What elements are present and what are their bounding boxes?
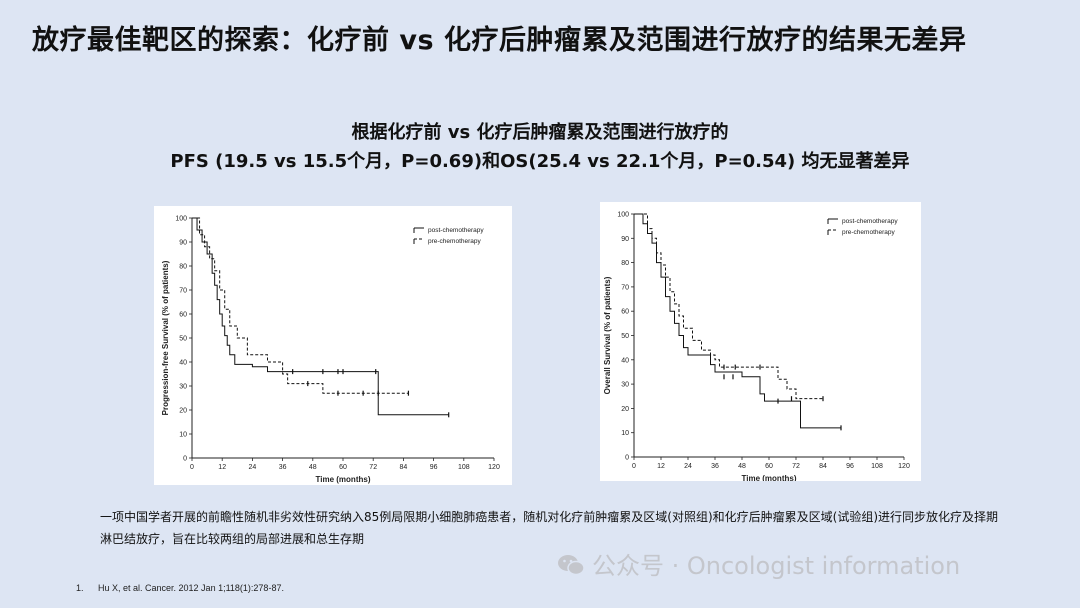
- x-tick-label: 0: [190, 464, 194, 471]
- y-tick-label: 10: [621, 430, 629, 437]
- x-tick-label: 84: [819, 463, 827, 470]
- x-tick-label: 72: [369, 464, 377, 471]
- y-tick-label: 60: [621, 309, 629, 316]
- x-tick-label: 36: [279, 464, 287, 471]
- x-tick-label: 24: [249, 464, 257, 471]
- x-tick-label: 48: [309, 464, 317, 471]
- x-tick-label: 96: [430, 464, 438, 471]
- x-tick-label: 60: [339, 464, 347, 471]
- legend-label: pre-chemotherapy: [428, 238, 481, 245]
- os-chart-panel: 0 12 24 36 48 60 72 84 96 108 120 0 10 20 30 40 50 60 70 80…: [600, 202, 921, 481]
- os-km-chart: 0 12 24 36 48 60 72 84 96 108 120 0 10 20 30 40 50 60 70 80…: [603, 212, 910, 482]
- x-tick-label: 120: [898, 463, 910, 470]
- y-tick-label: 90: [621, 236, 629, 243]
- y-tick-label: 40: [621, 357, 629, 364]
- x-tick-label: 36: [711, 463, 719, 470]
- y-tick-label: 20: [179, 408, 187, 415]
- legend-label: post-chemotherapy: [428, 227, 484, 234]
- y-tick-label: 80: [179, 264, 187, 271]
- y-tick-label: 100: [175, 216, 187, 223]
- watermark-text: 公众号 · Oncologist information: [592, 552, 961, 580]
- watermark: 公众号 · Oncologist information: [556, 546, 960, 581]
- y-tick-label: 80: [621, 260, 629, 267]
- wechat-icon: [558, 555, 585, 576]
- y-tick-label: 30: [179, 384, 187, 391]
- y-tick-label: 10: [179, 432, 187, 439]
- y-axis-label: Overall Survival (% of patients): [603, 276, 612, 394]
- subtitle-line-1: 根据化疗前 vs 化疗后肿瘤累及范围进行放疗的: [351, 122, 729, 143]
- y-axis-label: Progression-free Survival (% of patients…: [161, 260, 170, 415]
- y-tick-label: 70: [621, 284, 629, 291]
- y-tick-label: 0: [183, 456, 187, 463]
- x-tick-label: 120: [488, 464, 500, 471]
- y-tick-label: 70: [179, 288, 187, 295]
- x-tick-label: 108: [458, 464, 470, 471]
- pfs-chart-panel: 0 12 24 36 48 60 72 84 96 108 120 0 10 20 30 40 50 60 70 80…: [154, 206, 512, 485]
- x-tick-label: 72: [792, 463, 800, 470]
- reference: 1. Hu X, et al. Cancer. 2012 Jan 1;118(1)…: [76, 583, 284, 593]
- legend-label: post-chemotherapy: [842, 218, 898, 225]
- x-axis-label: Time (months): [316, 475, 371, 484]
- subtitle-line-2: PFS (19.5 vs 15.5个月，P=0.69)和OS(25.4 vs 2…: [170, 151, 910, 172]
- x-tick-label: 84: [400, 464, 408, 471]
- y-tick-label: 50: [179, 336, 187, 343]
- os-series-line-post-chemo: [634, 213, 841, 429]
- reference-number: 1.: [76, 583, 84, 593]
- x-tick-label: 24: [684, 463, 692, 470]
- pfs-series-line-post-chemo: [192, 217, 449, 416]
- x-axis-label: Time (months): [742, 474, 797, 481]
- study-description: 一项中国学者开展的前瞻性随机非劣效性研究纳入85例局限期小细胞肺癌患者，随机对化…: [100, 510, 999, 546]
- slide-title: 放疗最佳靶区的探索：化疗前 vs 化疗后肿瘤累及范围进行放疗的结果无差异: [32, 25, 967, 56]
- reference-text: Hu X, et al. Cancer. 2012 Jan 1;118(1):2…: [98, 583, 284, 593]
- x-tick-label: 0: [632, 463, 636, 470]
- x-tick-label: 96: [846, 463, 854, 470]
- y-tick-label: 60: [179, 312, 187, 319]
- pfs-series-line-pre-chemo: [192, 217, 409, 394]
- y-tick-label: 100: [617, 212, 629, 219]
- os-series-line-pre-chemo: [634, 213, 823, 400]
- y-tick-label: 40: [179, 360, 187, 367]
- legend-label: pre-chemotherapy: [842, 229, 895, 236]
- pfs-km-chart: 0 12 24 36 48 60 72 84 96 108 120 0 10 20 30 40 50 60 70 80…: [161, 216, 500, 485]
- x-tick-label: 60: [765, 463, 773, 470]
- y-tick-label: 50: [621, 333, 629, 340]
- x-tick-label: 108: [871, 463, 883, 470]
- x-tick-label: 12: [657, 463, 665, 470]
- y-tick-label: 30: [621, 382, 629, 389]
- y-tick-label: 20: [621, 406, 629, 413]
- y-tick-label: 90: [179, 240, 187, 247]
- y-tick-label: 0: [625, 455, 629, 462]
- x-tick-label: 12: [218, 464, 226, 471]
- x-tick-label: 48: [738, 463, 746, 470]
